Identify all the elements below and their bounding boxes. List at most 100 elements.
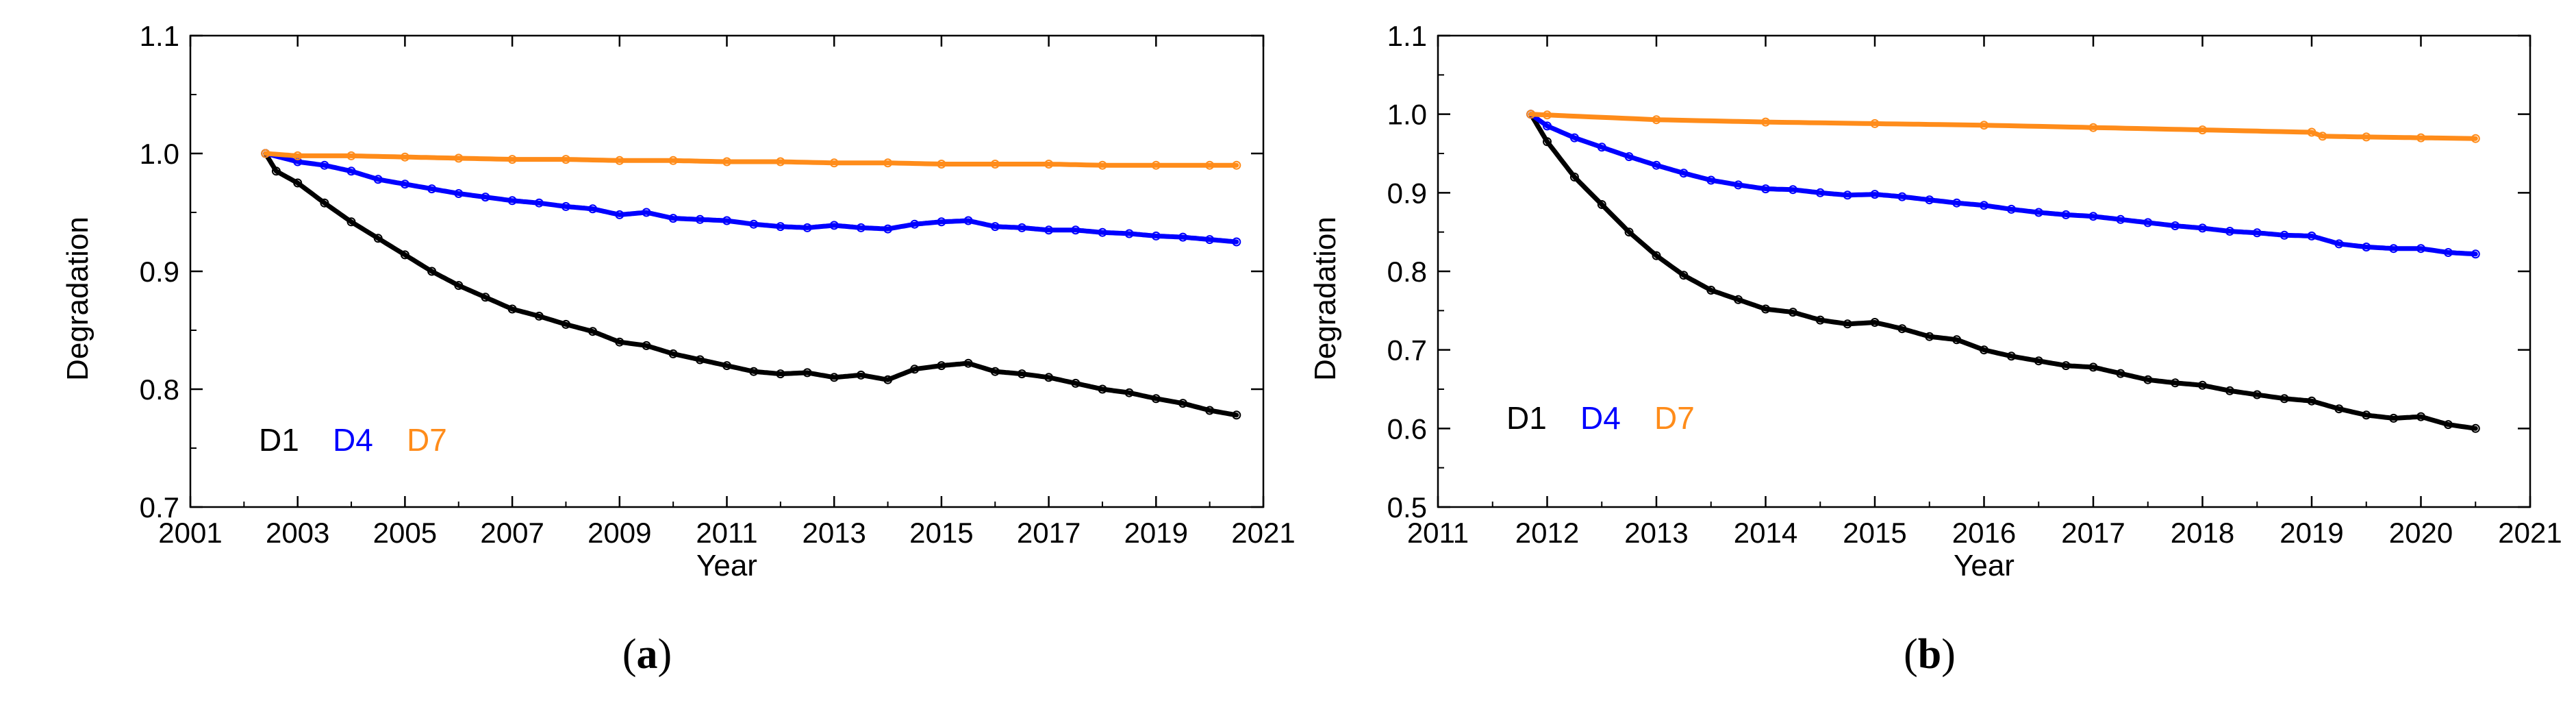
series-line-d7: [1528, 112, 2478, 141]
data-point: [883, 375, 893, 384]
data-point: [481, 293, 490, 302]
y-tick-label: 0.6: [1387, 412, 1427, 445]
data-point: [1843, 319, 1852, 329]
data-point: [776, 157, 785, 166]
data-point: [320, 160, 329, 170]
data-point: [1017, 223, 1026, 232]
data-point: [1788, 308, 1797, 317]
x-tick-label: 2014: [1734, 517, 1797, 549]
series-d7: [1526, 110, 2480, 143]
data-point: [346, 217, 356, 227]
legend-entry-d7: D7: [1654, 400, 1695, 436]
y-tick-label: 1.0: [140, 138, 179, 170]
data-point: [1980, 201, 1988, 210]
data-point: [1071, 378, 1081, 388]
data-point: [722, 157, 731, 166]
data-point: [2116, 214, 2125, 224]
data-point: [722, 361, 731, 371]
data-point: [2061, 210, 2071, 219]
data-point: [910, 219, 920, 229]
data-point: [2362, 410, 2371, 420]
x-tick-label: 2016: [1952, 517, 2016, 549]
data-point: [400, 152, 409, 162]
data-point: [803, 223, 812, 232]
data-point: [1543, 137, 1552, 147]
data-point: [856, 223, 866, 232]
data-point: [1017, 369, 1026, 379]
y-tick-label: 1.1: [1387, 20, 1427, 52]
data-point: [910, 365, 920, 374]
data-point: [2061, 361, 2071, 371]
data-point: [507, 304, 517, 314]
data-point: [1843, 190, 1852, 200]
data-point: [2443, 420, 2453, 430]
data-point: [1205, 160, 1215, 170]
data-point: [990, 160, 1000, 169]
x-tick-label: 2018: [2171, 517, 2234, 549]
data-point: [561, 155, 570, 164]
y-tick-label: 0.7: [140, 491, 179, 523]
y-axis-label: Degradation: [1309, 217, 1342, 381]
data-point: [1652, 160, 1661, 170]
data-point: [1870, 119, 1880, 128]
data-point: [2198, 125, 2207, 135]
data-point: [454, 153, 464, 163]
data-point: [2471, 249, 2480, 259]
data-point: [1652, 251, 1661, 260]
legend-entry-d4: D4: [1580, 400, 1621, 436]
data-point: [1925, 195, 1934, 205]
data-point: [1734, 180, 1743, 190]
panel-label-a: (a): [622, 631, 672, 678]
data-point: [1897, 324, 1907, 334]
data-point: [722, 216, 731, 225]
data-point: [2443, 248, 2453, 257]
data-point: [293, 178, 303, 188]
data-point: [2088, 212, 2098, 221]
x-tick-label: 2019: [1124, 517, 1188, 549]
data-point: [1734, 295, 1743, 304]
data-point: [534, 311, 544, 321]
data-point: [2471, 134, 2480, 143]
data-point: [2034, 208, 2043, 217]
series-d4: [1526, 110, 2480, 259]
series-line-d1: [1528, 112, 2478, 431]
data-point: [776, 369, 785, 379]
data-point: [1124, 229, 1134, 238]
data-point: [2318, 132, 2327, 141]
data-point: [1815, 315, 1825, 325]
data-point: [1232, 410, 1241, 420]
data-point: [883, 224, 893, 234]
x-tick-label: 2013: [802, 517, 866, 549]
data-point: [1706, 286, 1716, 295]
data-point: [1044, 373, 1054, 382]
data-point: [2088, 362, 2098, 372]
x-tick-label: 2015: [909, 517, 973, 549]
data-point: [829, 158, 839, 168]
data-point: [1178, 232, 1187, 242]
data-point: [1044, 160, 1054, 169]
data-point: [2334, 404, 2344, 414]
series-line-d7: [263, 151, 1239, 168]
data-point: [373, 234, 383, 243]
data-point: [883, 158, 893, 168]
data-point: [1624, 227, 1634, 237]
data-point: [668, 214, 678, 223]
x-tick-label: 2011: [1407, 517, 1469, 549]
data-point: [271, 166, 281, 176]
data-point: [2006, 204, 2016, 214]
data-point: [1098, 384, 1107, 394]
data-point: [2034, 356, 2043, 366]
legend-entry-d1: D1: [1506, 400, 1547, 436]
data-point: [454, 189, 464, 198]
data-point: [2171, 221, 2180, 230]
x-tick-label: 2007: [480, 517, 544, 549]
data-point: [1761, 304, 1770, 314]
data-point: [2334, 239, 2344, 249]
data-point: [1543, 121, 1552, 131]
data-point: [963, 216, 973, 225]
y-tick-label: 1.0: [1387, 99, 1427, 131]
data-point: [615, 337, 624, 347]
data-point: [588, 327, 598, 336]
y-tick-label: 0.5: [1387, 491, 1427, 523]
